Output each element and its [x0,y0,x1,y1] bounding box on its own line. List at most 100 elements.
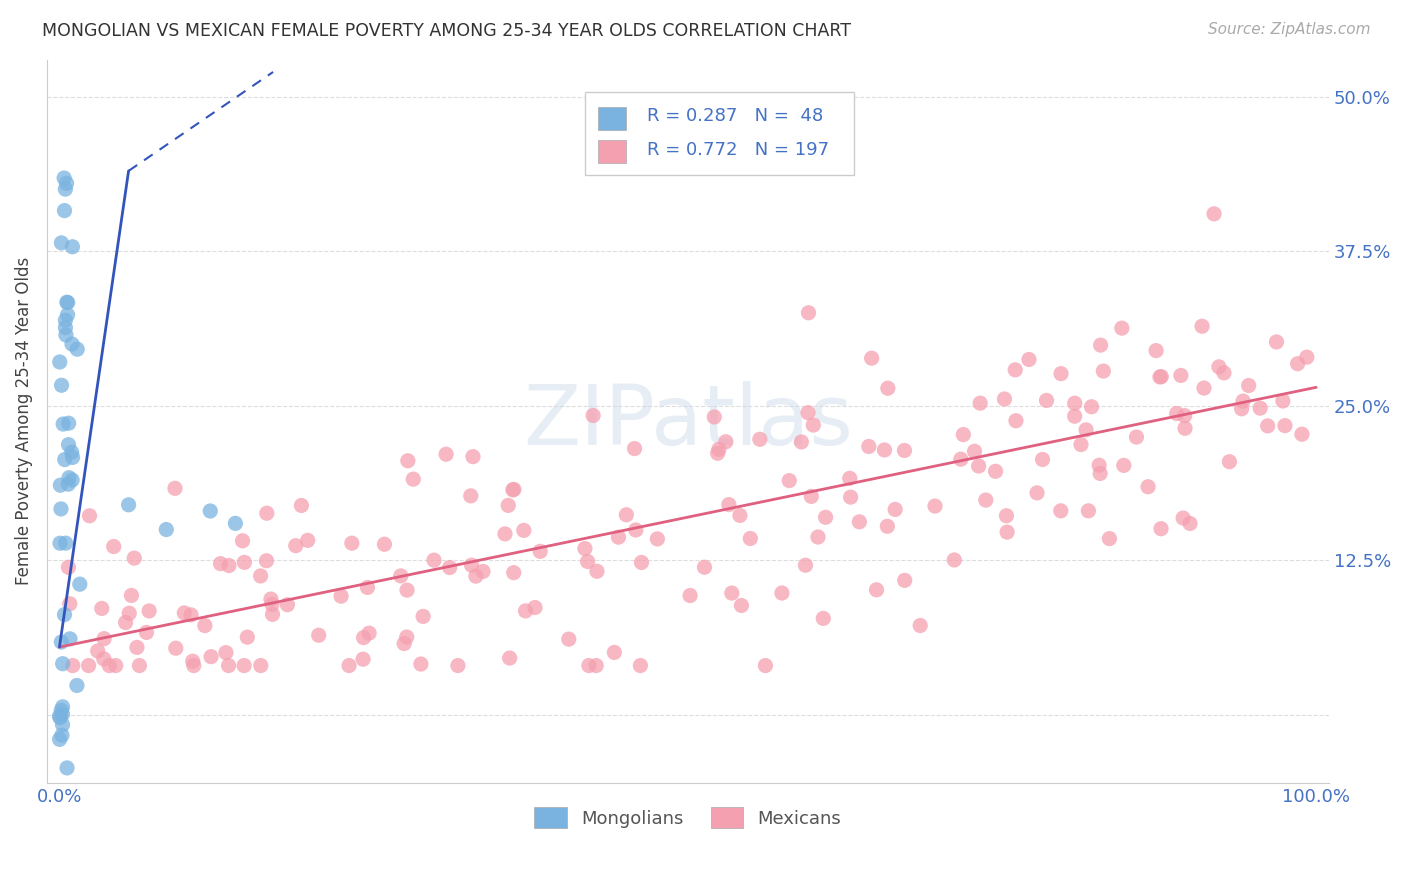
Point [1257,418,1279,433]
Point [356,581,378,595]
Point [647,532,669,546]
Point [52,699,75,714]
Point [60,445,83,459]
Point [995,508,1018,523]
Point [1291,427,1313,442]
Point [1088,467,1111,481]
Point [232,533,254,548]
Point [256,506,278,520]
Point [53,182,76,196]
Point [607,530,630,544]
Point [1005,414,1028,428]
Point [340,536,363,550]
Text: R = 0.772   N = 197: R = 0.772 N = 197 [647,141,830,159]
Point [1295,350,1317,364]
Point [58,471,80,485]
Point [297,533,319,548]
Point [1286,357,1309,371]
Point [1230,401,1253,416]
Point [337,658,360,673]
Point [58,560,80,574]
Point [865,582,887,597]
Point [1232,394,1254,409]
Point [502,566,524,580]
Point [56,761,79,775]
Point [513,524,536,538]
Point [55,313,77,327]
Point [69,577,91,591]
Point [1050,367,1073,381]
Point [138,604,160,618]
Point [578,658,600,673]
Point [51,235,73,250]
Point [62,658,84,673]
Point [53,452,76,467]
Point [56,295,79,310]
Point [1049,504,1071,518]
Point [839,490,862,504]
Text: Source: ZipAtlas.com: Source: ZipAtlas.com [1208,22,1371,37]
Point [60,337,83,351]
Point [1090,338,1112,352]
Point [79,508,101,523]
Point [51,718,73,732]
Point [1213,366,1236,380]
Point [117,498,139,512]
Point [720,586,742,600]
Point [717,498,740,512]
Point [679,589,702,603]
Point [993,392,1015,406]
Point [59,632,82,646]
Point [995,525,1018,540]
Point [984,464,1007,478]
Point [703,409,725,424]
Point [260,598,283,612]
Point [1202,207,1225,221]
Point [423,553,446,567]
Point [373,537,395,551]
Point [128,658,150,673]
Point [460,489,482,503]
Point [352,652,374,666]
Point [58,477,80,491]
Point [1074,423,1097,437]
Point [523,600,546,615]
FancyBboxPatch shape [598,107,626,129]
Point [290,499,312,513]
Point [353,631,375,645]
Point [55,536,77,550]
Point [52,417,75,431]
Point [1174,421,1197,435]
Point [58,416,80,430]
Point [503,483,526,497]
Point [1208,359,1230,374]
Point [218,558,240,573]
Point [236,630,259,644]
Point [55,320,77,334]
Point [103,540,125,554]
Point [1137,480,1160,494]
Point [801,418,824,433]
Point [1174,409,1197,423]
Point [502,483,524,497]
Point [194,618,217,632]
Point [180,607,202,622]
Point [233,658,256,673]
Point [461,450,484,464]
Point [48,709,70,723]
Point [51,635,73,649]
Point [77,658,100,673]
Point [1178,516,1201,531]
Point [260,592,283,607]
Point [472,565,495,579]
Point [529,544,551,558]
Point [464,569,486,583]
Point [693,560,716,574]
Point [120,589,142,603]
Point [628,658,651,673]
Point [49,355,72,369]
Point [1150,522,1173,536]
Point [389,569,412,583]
Point [860,351,883,366]
Point [447,658,470,673]
